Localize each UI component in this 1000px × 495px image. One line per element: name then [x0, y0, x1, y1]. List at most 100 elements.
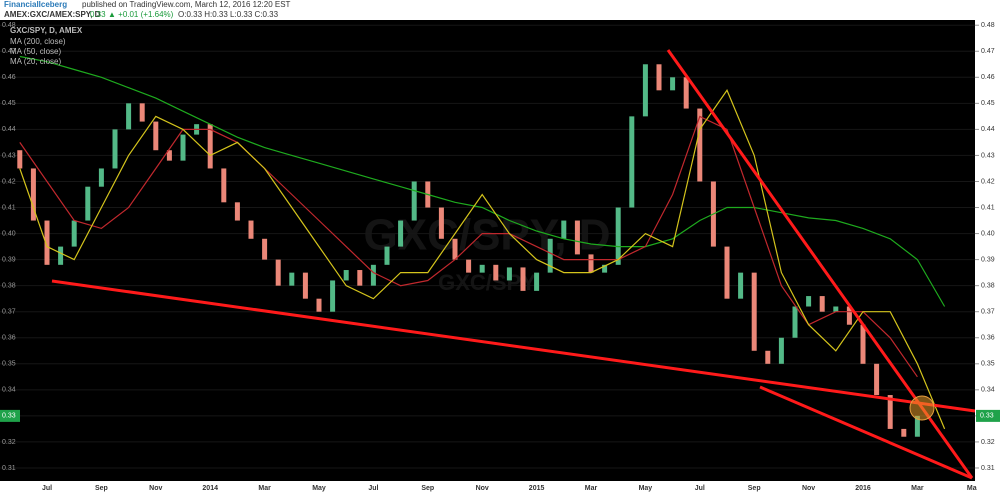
x-tick-label: Sep — [748, 485, 761, 492]
x-tick-label: Jul — [42, 485, 52, 492]
candle-body — [438, 207, 444, 239]
marks: 0.48 0.47 0.46 0.45 0.44 0.43 0.42 0.41 0.40 0.39… — [0, 22, 975, 472]
candle-body — [561, 220, 567, 239]
candle-body — [275, 259, 281, 286]
highlight-circle — [909, 395, 935, 421]
candle-body — [697, 108, 703, 182]
last-price-box — [0, 409, 20, 422]
candle-body — [343, 270, 349, 281]
candle-body — [357, 270, 363, 286]
candle-body — [234, 202, 240, 221]
last: 0.33 — [90, 10, 106, 19]
y-tick-label: 0.41 — [2, 204, 16, 211]
candle-body — [738, 272, 744, 299]
candle-body — [452, 238, 458, 260]
candle-body — [289, 272, 295, 286]
candle-body — [126, 103, 132, 130]
candle-body — [139, 103, 145, 122]
y-tick-label: 0.42 — [2, 178, 16, 185]
candle-body — [302, 272, 308, 299]
candle-body — [629, 116, 635, 208]
candle-body — [248, 220, 254, 239]
y-tick-label: 0.32 — [981, 439, 995, 446]
candle-body — [71, 220, 77, 247]
y-tick-label: 0.48 — [2, 22, 16, 29]
x-tick-label: 2016 — [855, 485, 871, 492]
y-tick-label: 0.46 — [2, 74, 16, 81]
candle-body — [806, 296, 812, 307]
x-tick-label: 2014 — [202, 485, 218, 492]
y-tick-label: 0.35 — [2, 361, 16, 368]
published: published on TradingView.com, March 12, … — [82, 0, 291, 9]
author[interactable]: FinancialIceberg — [4, 0, 67, 9]
x-tick-label: 2015 — [529, 485, 545, 492]
candle-body — [534, 272, 540, 291]
candle-body — [384, 246, 390, 265]
plot-area — [0, 20, 975, 481]
y-tick-label: 0.31 — [2, 465, 16, 472]
symbol: AMEX:GXC/AMEX:SPY, D — [4, 10, 101, 19]
y-tick-label: 0.42 — [981, 178, 995, 185]
candle-body — [520, 267, 526, 291]
ma-line — [19, 115, 918, 378]
y-tick-label: 0.38 — [981, 283, 995, 290]
candle-body — [221, 168, 227, 203]
ma-line — [19, 55, 946, 307]
ohlc: O:0.33 H:0.33 L:0.33 C:0.33 — [178, 10, 279, 19]
candle-body — [411, 181, 417, 221]
y-tick-label: 0.46 — [981, 74, 995, 81]
x-tick-label: Mar — [585, 485, 598, 492]
candle-body — [683, 77, 689, 109]
y-tick-label: 0.34 — [2, 387, 16, 394]
y-tick-label: 0.36 — [981, 335, 995, 342]
candle-body — [765, 350, 771, 364]
x-tick-label: Nov — [802, 485, 815, 492]
legend-entry: MA (20, close) — [10, 57, 61, 66]
x-tick-label: Jul — [695, 485, 705, 492]
candle-body — [262, 238, 268, 260]
candle-body — [493, 264, 499, 281]
y-tick-label: 0.47 — [981, 48, 995, 55]
watermark-sub: GXC/SPY — [438, 270, 536, 295]
candle-body — [479, 264, 485, 273]
y-tick-label: 0.37 — [2, 309, 16, 316]
candle-body — [30, 168, 36, 221]
candle-body — [642, 64, 648, 117]
candle-body — [860, 324, 866, 364]
candle-body — [207, 124, 213, 169]
watermark: GXC/SPY, D — [364, 211, 611, 260]
y-tick-label: 0.39 — [981, 256, 995, 263]
candle-body — [180, 134, 186, 161]
last-price-box — [976, 409, 1000, 422]
candle-body — [17, 150, 23, 169]
x-tick-label: May — [639, 485, 653, 492]
y-tick-label: 0.35 — [981, 361, 995, 368]
legend-title: GXC/SPY, D, AMEX — [10, 26, 83, 35]
x-tick-label: Jul — [368, 485, 378, 492]
y-tick-label: 0.43 — [981, 152, 995, 159]
candle-body — [330, 280, 336, 312]
candle-body — [370, 264, 376, 286]
candle-body — [44, 220, 50, 265]
y-tick-label: 0.40 — [981, 230, 995, 237]
y-tick-label: 0.31 — [981, 465, 995, 472]
candle-body — [792, 306, 798, 338]
candle-body — [98, 168, 104, 187]
y-tick-label: 0.45 — [981, 100, 995, 107]
y-tick-label: 0.37 — [981, 309, 995, 316]
x-tick-label: May — [312, 485, 326, 492]
candle-body — [398, 220, 404, 247]
y-tick-label: 0.45 — [2, 100, 16, 107]
y-tick-label: 0.41 — [981, 204, 995, 211]
last-price-label: 0.33 — [980, 413, 994, 420]
trendline — [51, 279, 976, 413]
ma-line — [19, 89, 946, 430]
legend-entry: MA (50, close) — [10, 47, 61, 56]
x-tick-label: Sep — [95, 485, 108, 492]
y-tick-label: 0.39 — [2, 256, 16, 263]
change: ▲ +0.01 (+1.64%) — [108, 10, 174, 19]
y-tick-label: 0.44 — [981, 126, 995, 133]
candle-body — [574, 220, 580, 255]
candle-body — [819, 296, 825, 312]
